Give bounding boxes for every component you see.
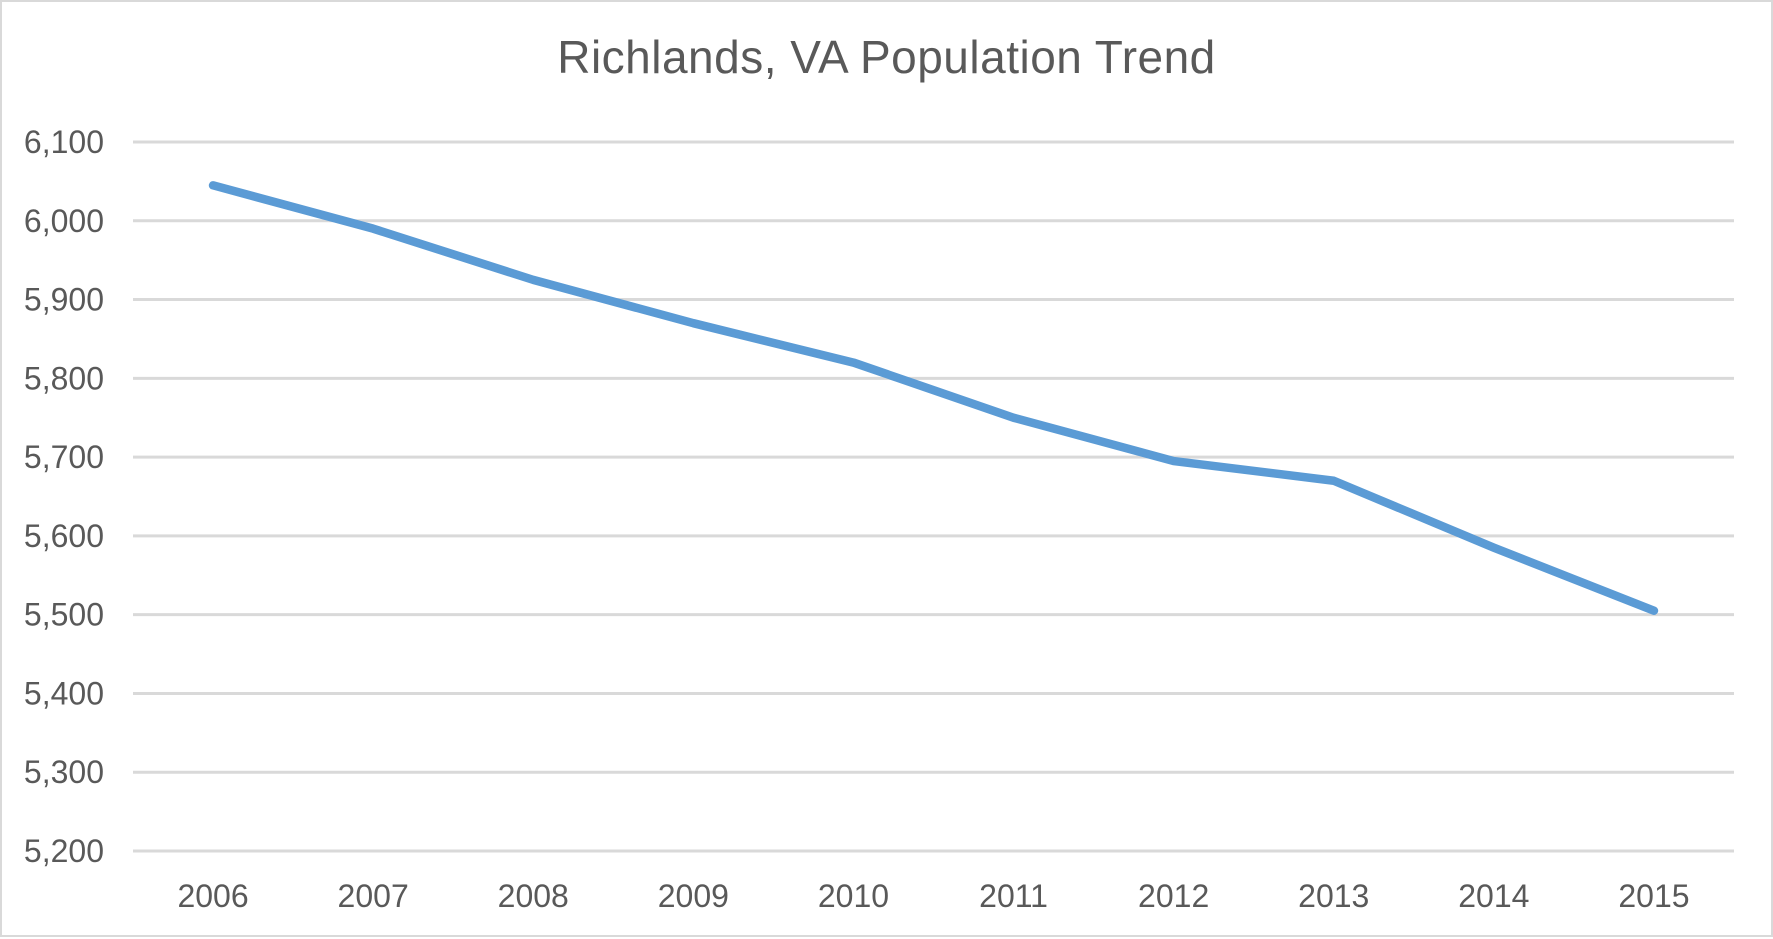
y-tick-label: 5,500 <box>24 597 104 633</box>
y-tick-label: 5,900 <box>24 282 104 318</box>
y-tick-label: 5,800 <box>24 360 104 396</box>
population-trend-line <box>208 181 1659 615</box>
x-tick-label: 2006 <box>177 878 248 914</box>
y-tick-label: 5,200 <box>24 833 104 869</box>
y-tick-label: 5,600 <box>24 518 104 554</box>
x-tick-label: 2010 <box>818 878 889 914</box>
x-tick-label: 2013 <box>1298 878 1369 914</box>
x-tick-label: 2007 <box>338 878 409 914</box>
x-tick-label: 2012 <box>1138 878 1209 914</box>
x-tick-label: 2011 <box>979 878 1048 914</box>
y-tick-label: 5,400 <box>24 675 104 711</box>
x-axis-labels: 2006 2007 2008 2009 2010 2011 2012 2013 2014 2015 <box>177 878 1689 914</box>
y-tick-label: 5,300 <box>24 754 104 790</box>
chart-title: Richlands, VA Population Trend <box>557 31 1216 83</box>
x-tick-label: 2008 <box>498 878 569 914</box>
y-tick-label: 5,700 <box>24 439 104 475</box>
y-tick-label: 6,100 <box>24 124 104 160</box>
y-axis-labels: 6,100 6,000 5,900 5,800 5,700 5,600 5,500 5,400… <box>24 124 104 869</box>
x-tick-label: 2009 <box>658 878 729 914</box>
x-tick-label: 2015 <box>1618 878 1689 914</box>
y-tick-label: 6,000 <box>24 203 104 239</box>
gridlines <box>133 140 1734 853</box>
x-tick-label: 2014 <box>1458 878 1529 914</box>
